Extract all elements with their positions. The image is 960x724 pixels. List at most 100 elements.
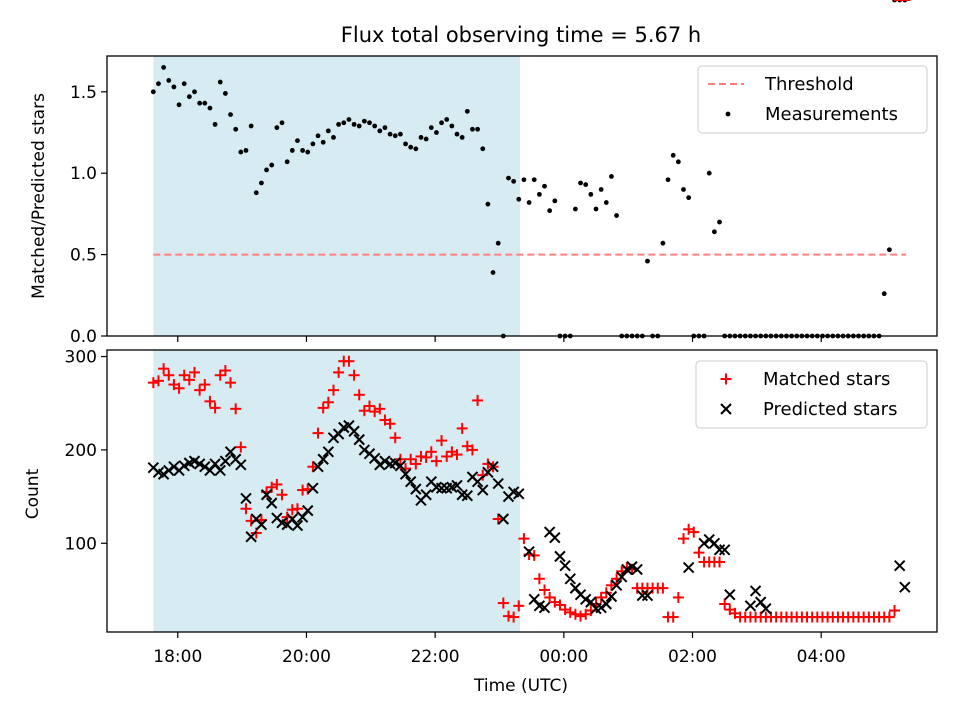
- predicted-star-point: [749, 585, 762, 597]
- matched-star-point: [163, 369, 175, 381]
- matched-star-point: [472, 394, 484, 406]
- predicted-star-point: [224, 446, 237, 458]
- measurement-point: [418, 134, 424, 140]
- measurement-point: [166, 78, 172, 83]
- measurement-point: [470, 126, 475, 132]
- bottom-xlabel: Time (UTC): [473, 676, 568, 696]
- matched-star-point: [677, 533, 689, 545]
- matched-star-point: [492, 513, 504, 525]
- predicted-star-point: [564, 573, 576, 585]
- matched-star-point: [199, 379, 211, 391]
- measurement-point: [269, 162, 275, 168]
- measurement-point: [192, 89, 197, 95]
- matched-star-point: [554, 599, 566, 611]
- measurement-point: [228, 112, 233, 118]
- measurement-point: [181, 81, 187, 87]
- predicted-star-point: [538, 602, 551, 614]
- matched-star-point: [693, 547, 705, 559]
- measurement-point: [274, 125, 280, 131]
- matched-star-point: [276, 489, 288, 501]
- predicted-star-point: [554, 550, 566, 563]
- predicted-star-point: [348, 425, 360, 437]
- matched-star-point: [343, 355, 355, 367]
- matched-star-point: [539, 584, 551, 596]
- predicted-star-point: [312, 461, 324, 473]
- predicted-star-point: [744, 600, 757, 612]
- predicted-star-point: [492, 477, 504, 490]
- measurement-point: [428, 125, 434, 131]
- legend-matched-swatch: [720, 373, 732, 385]
- matched-star-point: [214, 369, 226, 381]
- matched-star-point: [513, 600, 525, 612]
- predicted-star-point: [302, 504, 314, 517]
- matched-star-point: [209, 402, 221, 414]
- matched-star-point: [358, 405, 370, 417]
- predicted-star-point: [893, 559, 906, 572]
- predicted-star-point: [559, 559, 571, 572]
- matched-star-point: [456, 422, 468, 434]
- top-axes-frame: [106, 55, 938, 337]
- matched-star-point: [152, 375, 164, 387]
- legend-measurements-label: Measurements: [765, 104, 898, 125]
- matched-star-point: [518, 533, 530, 545]
- measurement-point: [207, 105, 213, 111]
- measurement-point: [670, 152, 676, 158]
- measurement-point: [593, 206, 599, 212]
- measurement-point: [881, 291, 887, 297]
- measurement-point: [161, 64, 167, 70]
- measurement-point: [681, 187, 686, 192]
- predicted-star-point: [713, 544, 726, 556]
- predicted-star-point: [240, 492, 252, 505]
- matched-star-point: [719, 598, 731, 610]
- predicted-star-point: [523, 545, 535, 558]
- matched-star-point: [714, 556, 726, 568]
- matched-star-point: [889, 605, 901, 617]
- predicted-star-point: [435, 482, 448, 494]
- measurement-point: [212, 121, 218, 127]
- measurement-point: [536, 191, 542, 197]
- matched-star-point: [348, 369, 360, 381]
- predicted-star-point: [260, 489, 273, 501]
- measurement-point: [233, 126, 239, 132]
- predicted-star-point: [497, 513, 510, 525]
- predicted-star-point: [399, 468, 412, 480]
- matched-star-point: [657, 582, 669, 594]
- matched-star-point: [451, 449, 463, 461]
- measurement-point: [506, 175, 511, 181]
- matched-star-point: [688, 526, 700, 538]
- measurement-point: [361, 118, 367, 124]
- matched-star-point: [189, 366, 201, 378]
- measurement-point: [397, 131, 403, 137]
- measurement-point: [222, 91, 228, 96]
- top-ylabel: Matched/Predicted stars: [29, 93, 49, 299]
- measurement-point: [346, 117, 352, 122]
- top-ytick-label-1: 0.5: [70, 246, 97, 266]
- bottom-ytick-label-1: 200: [65, 441, 97, 461]
- matched-star-point: [173, 382, 185, 394]
- measurement-point: [320, 139, 326, 145]
- measurement-point: [295, 138, 300, 144]
- measurement-point: [238, 149, 244, 155]
- matched-star-point: [595, 591, 607, 603]
- predicted-star-point: [317, 453, 329, 465]
- matched-star-point: [544, 591, 556, 603]
- measurement-point: [351, 121, 357, 127]
- matched-star-point: [327, 384, 339, 396]
- predicted-star-point: [461, 489, 474, 502]
- measurement-point: [387, 131, 393, 137]
- predicted-star-point: [641, 589, 654, 602]
- bottom-xtick-label-3: 00:00: [539, 647, 588, 667]
- predicted-star-point: [631, 563, 643, 576]
- measurement-point: [464, 108, 470, 114]
- predicted-star-point: [899, 581, 911, 593]
- bottom-ytick-label-2: 300: [65, 348, 97, 368]
- matched-star-point: [364, 400, 376, 412]
- predicted-star-point: [451, 479, 463, 492]
- measurement-point: [665, 177, 671, 183]
- matched-star-point: [240, 503, 252, 515]
- measurement-point: [289, 148, 295, 153]
- measurement-point: [202, 100, 208, 106]
- matched-star-point: [322, 396, 334, 408]
- measurement-point: [408, 144, 414, 150]
- measurement-point: [526, 200, 532, 205]
